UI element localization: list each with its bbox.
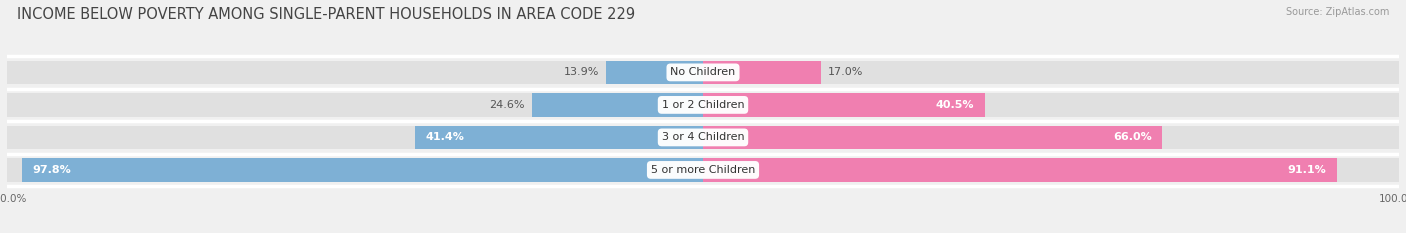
Text: 40.5%: 40.5% (936, 100, 974, 110)
Text: No Children: No Children (671, 67, 735, 77)
Text: 5 or more Children: 5 or more Children (651, 165, 755, 175)
Text: 41.4%: 41.4% (425, 132, 464, 142)
Bar (22, 158, 703, 182)
Bar (703, 61, 821, 84)
Text: 17.0%: 17.0% (828, 67, 863, 77)
Text: Source: ZipAtlas.com: Source: ZipAtlas.com (1285, 7, 1389, 17)
Bar (7, 158, 703, 182)
Bar (415, 126, 703, 149)
Bar (703, 61, 1399, 84)
Text: 24.6%: 24.6% (489, 100, 524, 110)
Bar (703, 158, 1337, 182)
Bar (703, 126, 1399, 149)
Bar (7, 61, 703, 84)
Text: INCOME BELOW POVERTY AMONG SINGLE-PARENT HOUSEHOLDS IN AREA CODE 229: INCOME BELOW POVERTY AMONG SINGLE-PARENT… (17, 7, 636, 22)
Text: 1 or 2 Children: 1 or 2 Children (662, 100, 744, 110)
Bar (7, 93, 703, 116)
Bar (531, 93, 703, 116)
Bar (703, 126, 1163, 149)
Text: 13.9%: 13.9% (564, 67, 599, 77)
Bar (606, 61, 703, 84)
Text: 66.0%: 66.0% (1114, 132, 1152, 142)
Text: 3 or 4 Children: 3 or 4 Children (662, 132, 744, 142)
Text: 97.8%: 97.8% (32, 165, 72, 175)
Text: 91.1%: 91.1% (1288, 165, 1327, 175)
Bar (703, 158, 1399, 182)
Bar (7, 126, 703, 149)
Bar (703, 93, 1399, 116)
Bar (703, 93, 984, 116)
